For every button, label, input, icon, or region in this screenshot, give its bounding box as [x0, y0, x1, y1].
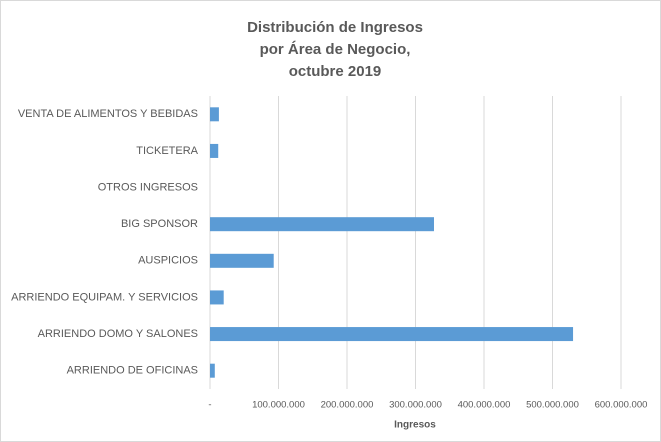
bar: [210, 290, 224, 305]
y-tick-label: BIG SPONSOR: [121, 218, 198, 230]
bar: [210, 217, 434, 232]
x-tick-label: -: [208, 400, 211, 411]
x-axis-label: Ingresos: [394, 420, 436, 431]
y-tick-label: ARRIENDO EQUIPAM. Y SERVICIOS: [11, 291, 198, 303]
x-tick-label: 400.000.000: [458, 400, 511, 411]
y-tick-label: OTROS INGRESOS: [98, 181, 198, 193]
chart-title: por Área de Negocio,: [260, 41, 411, 58]
bar: [210, 253, 274, 268]
y-tick-label: ARRIENDO DE OFICINAS: [67, 365, 198, 377]
y-tick-label: VENTA DE ALIMENTOS Y BEBIDAS: [18, 108, 198, 120]
x-tick-label: 300.000.000: [389, 400, 442, 411]
x-tick-label: 600.000.000: [595, 400, 648, 411]
x-tick-label: 500.000.000: [526, 400, 579, 411]
x-tick-label: 200.000.000: [321, 400, 374, 411]
bar: [210, 143, 219, 158]
bar: [210, 107, 219, 122]
bar: [210, 327, 574, 342]
y-tick-label: ARRIENDO DOMO Y SALONES: [38, 328, 198, 340]
x-tick-label: 100.000.000: [252, 400, 305, 411]
y-tick-label: TICKETERA: [136, 145, 198, 157]
chart-title: Distribución de Ingresos: [247, 19, 423, 36]
chart-title: octubre 2019: [289, 63, 382, 80]
y-tick-label: AUSPICIOS: [138, 255, 198, 267]
bar: [210, 363, 215, 378]
